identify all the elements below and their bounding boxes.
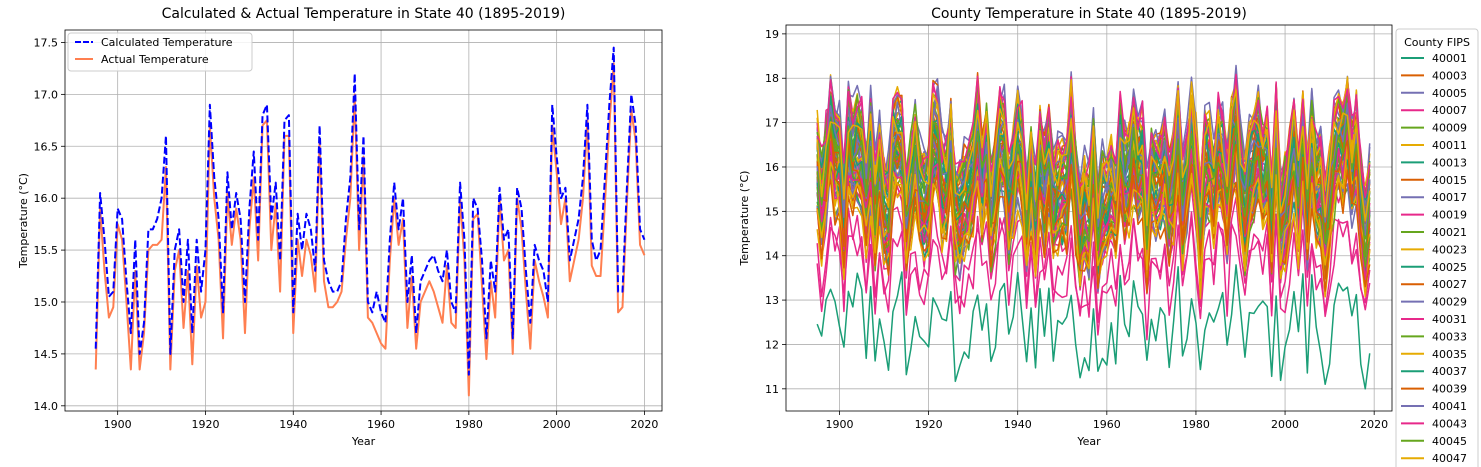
legend-label: 40041 bbox=[1432, 400, 1467, 413]
county-line bbox=[816, 145, 1371, 279]
plot-frame bbox=[64, 29, 663, 412]
x-tick-label: 1920 bbox=[915, 418, 943, 431]
x-tick-label: 1920 bbox=[191, 418, 219, 431]
x-tick-label: 1900 bbox=[825, 418, 853, 431]
x-tick-label: 1940 bbox=[279, 418, 307, 431]
county-line bbox=[816, 120, 1371, 258]
y-tick-label: 17.0 bbox=[34, 88, 59, 101]
legend-label: Actual Temperature bbox=[101, 53, 209, 66]
legend-label: 40007 bbox=[1432, 104, 1467, 117]
y-tick-label: 14.5 bbox=[34, 348, 59, 361]
x-tick-label: 1960 bbox=[367, 418, 395, 431]
x-tick-label: 2020 bbox=[630, 418, 658, 431]
series-line bbox=[94, 62, 646, 397]
legend-label: Calculated Temperature bbox=[101, 36, 233, 49]
legend-label: 40027 bbox=[1432, 278, 1467, 291]
x-axis-label: Year bbox=[351, 435, 376, 448]
y-tick-label: 16.0 bbox=[34, 192, 59, 205]
y-axis-label: Temperature (°C) bbox=[738, 171, 751, 267]
x-tick-label: 2000 bbox=[1271, 418, 1299, 431]
chart-title: Calculated & Actual Temperature in State… bbox=[162, 6, 566, 22]
y-tick-label: 11 bbox=[765, 383, 779, 396]
x-axis-label: Year bbox=[1076, 435, 1101, 448]
legend-label: 40003 bbox=[1432, 69, 1467, 82]
y-tick-label: 17.5 bbox=[34, 36, 59, 49]
legend-label: 40045 bbox=[1432, 435, 1467, 448]
legend: Calculated Temperature Actual Temperature bbox=[67, 32, 253, 72]
legend-label: 40019 bbox=[1432, 209, 1467, 222]
x-tick-label: 1940 bbox=[1004, 418, 1032, 431]
left-chart: 1900 1920 1940 1960 1980 2000 2020 14.0 14.5 15.0… bbox=[17, 6, 663, 448]
series-line bbox=[94, 46, 646, 376]
county-line bbox=[816, 89, 1371, 227]
legend-label: 40037 bbox=[1432, 365, 1467, 378]
legend-label: 40043 bbox=[1432, 417, 1467, 430]
legend: County FIPS 40001 40003 40005 40007 40009 4001… bbox=[1395, 28, 1479, 467]
y-tick-label: 19 bbox=[765, 28, 779, 41]
legend-label: 40023 bbox=[1432, 243, 1467, 256]
x-tick-label: 1960 bbox=[1093, 418, 1121, 431]
legend-title: County FIPS bbox=[1404, 36, 1470, 49]
right-chart: 1900 1920 1940 1960 1980 2000 2020 11 12 13 14 15 16… bbox=[738, 6, 1479, 467]
y-tick-label: 12 bbox=[765, 338, 779, 351]
legend-label: 40025 bbox=[1432, 261, 1467, 274]
y-tick-label: 16.5 bbox=[34, 140, 59, 153]
legend-label: 40015 bbox=[1432, 174, 1467, 187]
y-axis-label: Temperature (°C) bbox=[17, 173, 30, 269]
legend-label: 40021 bbox=[1432, 226, 1467, 239]
legend-label: 40033 bbox=[1432, 330, 1467, 343]
chart-title: County Temperature in State 40 (1895-201… bbox=[931, 6, 1247, 22]
plot-frame bbox=[785, 24, 1393, 412]
y-tick-label: 18 bbox=[765, 72, 779, 85]
legend-label: 40029 bbox=[1432, 296, 1467, 309]
y-tick-label: 15.0 bbox=[34, 296, 59, 309]
y-tick-label: 15.5 bbox=[34, 244, 59, 257]
county-line bbox=[816, 264, 1371, 390]
x-tick-label: 2000 bbox=[543, 418, 571, 431]
legend-label: 40039 bbox=[1432, 383, 1467, 396]
x-tick-label: 1900 bbox=[104, 418, 132, 431]
y-tick-label: 16 bbox=[765, 161, 779, 174]
x-tick-label: 1980 bbox=[455, 418, 483, 431]
legend-label: 40035 bbox=[1432, 348, 1467, 361]
legend-label: 40031 bbox=[1432, 313, 1467, 326]
legend-label: 40001 bbox=[1432, 52, 1467, 65]
legend-label: 40047 bbox=[1432, 452, 1467, 465]
y-tick-label: 14.0 bbox=[34, 400, 59, 413]
y-tick-label: 13 bbox=[765, 294, 779, 307]
legend-label: 40005 bbox=[1432, 87, 1467, 100]
legend-box bbox=[67, 32, 253, 72]
x-tick-label: 1980 bbox=[1182, 418, 1210, 431]
y-tick-label: 14 bbox=[765, 250, 779, 263]
legend-label: 40009 bbox=[1432, 122, 1467, 135]
county-line bbox=[816, 196, 1371, 323]
x-tick-label: 2020 bbox=[1360, 418, 1388, 431]
y-tick-label: 17 bbox=[765, 117, 779, 130]
legend-box bbox=[1395, 28, 1479, 467]
legend-label: 40011 bbox=[1432, 139, 1467, 152]
legend-label: 40017 bbox=[1432, 191, 1467, 204]
legend-label: 40013 bbox=[1432, 156, 1467, 169]
y-tick-label: 15 bbox=[765, 205, 779, 218]
